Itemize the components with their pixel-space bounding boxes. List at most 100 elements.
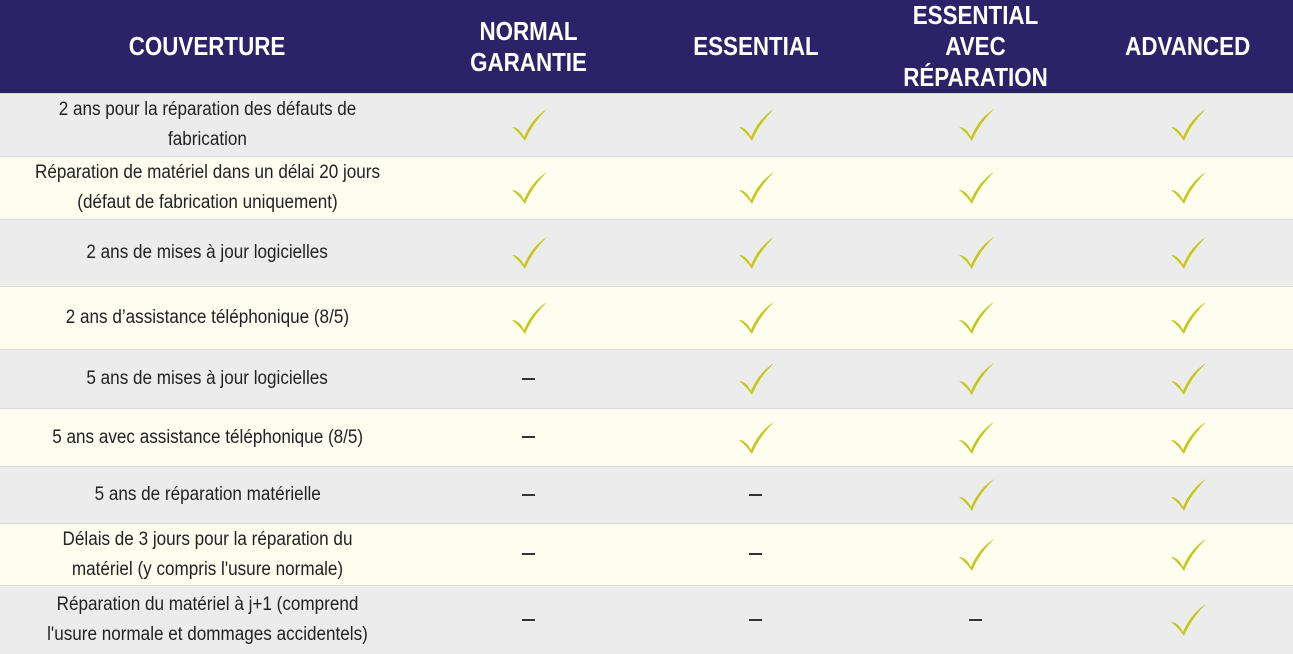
coverage-label: 2 ans d’assistance téléphonique (8/5) [0,286,415,350]
plan-cell [1082,93,1293,157]
coverage-label: Délais de 3 jours pour la réparation du … [0,523,415,586]
check-icon [511,302,547,334]
plan-cell [869,286,1082,350]
table-row: 2 ans d’assistance téléphonique (8/5) [0,286,1293,350]
check-icon [1170,302,1206,334]
dash-icon [749,618,762,621]
plan-cell [869,408,1082,467]
dash-icon [749,553,762,556]
plan-cell [1082,156,1293,220]
plan-cell [415,523,642,586]
plan-cell [869,585,1082,654]
check-icon [738,172,774,204]
coverage-label-text: 5 ans avec assistance téléphonique (8/5) [52,426,363,448]
plan-cell [415,408,642,467]
coverage-label-text: Réparation de matériel dans un délai 20 … [34,162,381,213]
dash-icon [749,493,762,496]
plan-cell [415,349,642,409]
plan-cell [869,349,1082,409]
plan-cell [642,156,869,220]
coverage-label-text: 5 ans de réparation matérielle [94,484,321,505]
check-icon [1170,109,1206,141]
coverage-label: 5 ans de mises à jour logicielles [0,349,415,409]
check-icon [1170,603,1206,636]
table-row: 5 ans de réparation matérielle [0,466,1293,524]
coverage-label-text: Réparation du matériel à j+1 (comprend l… [47,593,368,645]
plan-cell [1082,585,1293,654]
check-icon [1170,172,1206,204]
header-essential: ESSENTIAL [642,0,869,94]
dash-icon [522,553,535,556]
check-icon [958,421,994,454]
plan-cell [642,93,869,157]
header-couverture: COUVERTURE [0,0,415,94]
check-icon [511,172,547,204]
check-icon [738,109,774,141]
plan-cell [1082,286,1293,350]
plan-cell [642,585,869,654]
check-icon [1170,363,1206,395]
table-body: 2 ans pour la réparation des défauts de … [0,93,1293,654]
check-icon [738,302,774,334]
plan-cell [1082,466,1293,524]
table-row: 2 ans pour la réparation des défauts de … [0,93,1293,157]
coverage-label-text: 2 ans pour la réparation des défauts de … [58,99,357,150]
plan-cell [415,156,642,220]
header-normal-garantie: NORMAL GARANTIE [415,0,642,94]
header-row: COUVERTURE NORMAL GARANTIE ESSENTIAL ESS… [0,0,1293,94]
table-row: Réparation de matériel dans un délai 20 … [0,156,1293,220]
plan-cell [1082,408,1293,467]
table-row: 5 ans avec assistance téléphonique (8/5) [0,408,1293,467]
check-icon [1170,479,1206,511]
coverage-label: Réparation de matériel dans un délai 20 … [0,156,415,220]
check-icon [1170,237,1206,269]
check-icon [1170,421,1206,454]
dash-icon [522,436,535,439]
dash-icon [522,377,535,380]
check-icon [738,421,774,454]
check-icon [1170,538,1206,571]
plan-cell [1082,349,1293,409]
plan-cell [415,585,642,654]
header-advanced: ADVANCED [1082,0,1293,94]
plan-cell [869,156,1082,220]
check-icon [958,363,994,395]
coverage-label: 5 ans avec assistance téléphonique (8/5) [0,408,415,467]
plan-cell [642,466,869,524]
coverage-label-text: Délais de 3 jours pour la réparation du … [62,528,353,580]
check-icon [738,363,774,395]
coverage-label: 2 ans pour la réparation des défauts de … [0,93,415,157]
header-essential-avec-reparation: ESSENTIAL AVEC RÉPARATION [869,0,1082,94]
coverage-label-text: 2 ans de mises à jour logicielles [86,242,329,263]
plan-cell [869,523,1082,586]
check-icon [958,109,994,141]
plan-cell [415,93,642,157]
plan-cell [869,93,1082,157]
coverage-label-text: 2 ans d’assistance téléphonique (8/5) [65,307,350,328]
table-header: COUVERTURE NORMAL GARANTIE ESSENTIAL ESS… [0,0,1293,94]
plan-cell [642,286,869,350]
coverage-label: Réparation du matériel à j+1 (comprend l… [0,585,415,654]
plan-cell [415,286,642,350]
coverage-label-text: 5 ans de mises à jour logicielles [86,368,329,389]
plan-cell [642,219,869,287]
dash-icon [522,493,535,496]
table-row: 5 ans de mises à jour logicielles [0,349,1293,409]
table-row: Délais de 3 jours pour la réparation du … [0,523,1293,586]
plan-cell [642,408,869,467]
plan-cell [415,219,642,287]
plan-cell [1082,523,1293,586]
check-icon [958,538,994,571]
dash-icon [522,618,535,621]
plan-cell [1082,219,1293,287]
check-icon [738,237,774,269]
check-icon [958,237,994,269]
check-icon [958,479,994,511]
coverage-label: 5 ans de réparation matérielle [0,466,415,524]
check-icon [958,302,994,334]
plan-cell [642,349,869,409]
check-icon [511,237,547,269]
plan-cell [869,219,1082,287]
plan-cell [415,466,642,524]
